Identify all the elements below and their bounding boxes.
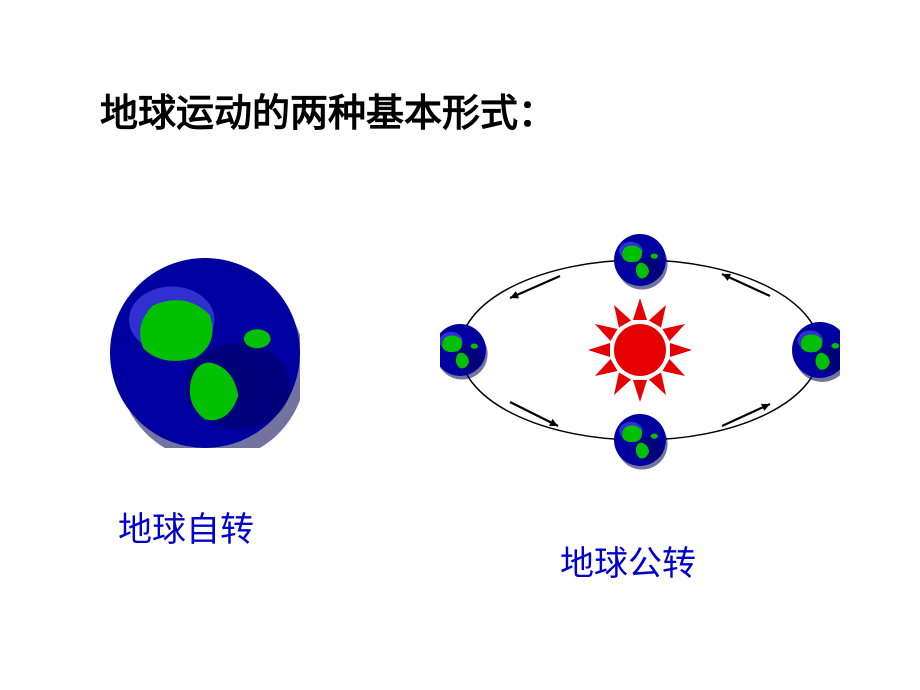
revolution-caption: 地球公转 bbox=[560, 536, 696, 585]
revolution-svg bbox=[440, 220, 840, 480]
rotation-caption: 地球自转 bbox=[118, 502, 254, 551]
revolution-diagram bbox=[440, 220, 840, 480]
page-title: 地球运动的两种基本形式： bbox=[100, 82, 556, 137]
rotation-globe-svg bbox=[110, 258, 300, 448]
rotation-diagram bbox=[110, 258, 300, 448]
